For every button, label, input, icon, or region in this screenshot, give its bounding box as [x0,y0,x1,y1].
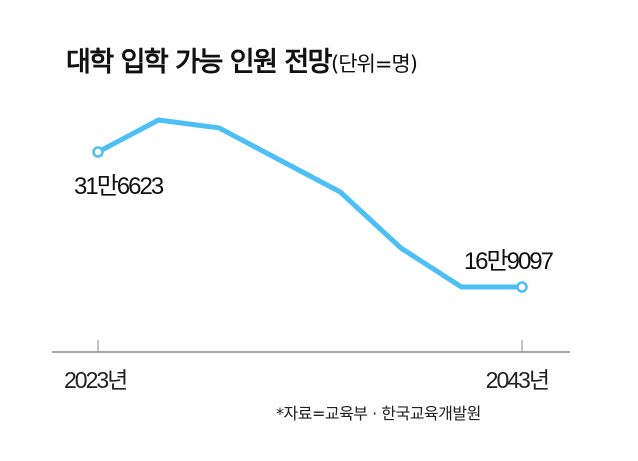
x-tick-label: 2023년 [64,367,126,393]
chart-title: 대학 입학 가능 인원 전망(단위=명) [66,40,418,79]
data-label: 16만9097 [464,248,554,275]
x-tick-label: 2043년 [486,367,548,393]
data-label: 31만6623 [74,173,164,200]
unit-label: (단위=명) [331,52,418,76]
title-text: 대학 입학 가능 인원 전망 [66,47,333,78]
data-point-marker [516,281,528,293]
series-line [95,117,525,290]
data-point-marker [92,146,104,158]
source-note: *자료=교육부 · 한국교육개발원 [276,404,481,423]
